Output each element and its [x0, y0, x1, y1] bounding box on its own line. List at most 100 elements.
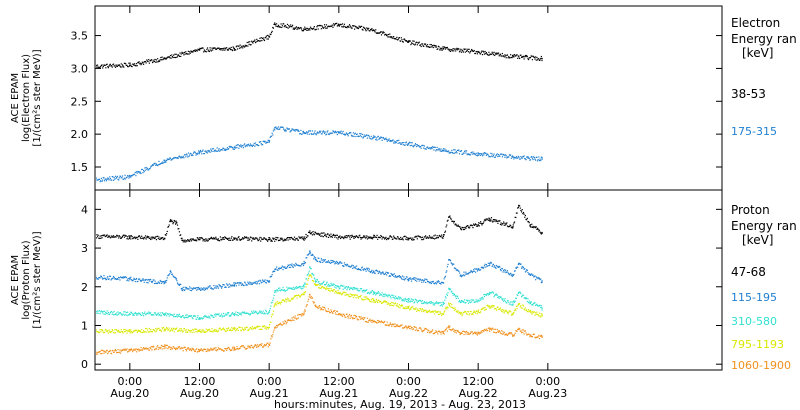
- data-point: [521, 295, 523, 297]
- data-point: [403, 38, 406, 40]
- data-point: [215, 287, 218, 289]
- data-point: [257, 39, 259, 42]
- data-point: [228, 48, 230, 50]
- data-point: [349, 293, 351, 295]
- data-point: [492, 263, 495, 265]
- data-point: [387, 36, 389, 38]
- data-point: [160, 162, 162, 165]
- data-point: [334, 309, 336, 312]
- data-point: [363, 299, 365, 301]
- data-point: [373, 136, 376, 138]
- data-point: [510, 226, 512, 228]
- data-point: [111, 235, 113, 237]
- data-point: [229, 348, 231, 350]
- data-point: [350, 265, 353, 267]
- data-point: [109, 235, 111, 237]
- data-point: [491, 220, 493, 222]
- data-point: [366, 269, 369, 271]
- data-point: [535, 304, 537, 306]
- data-point: [336, 285, 338, 287]
- data-point: [391, 323, 393, 325]
- data-point: [396, 298, 399, 300]
- data-point: [233, 49, 236, 51]
- data-point: [269, 136, 271, 138]
- data-point: [229, 286, 231, 288]
- data-point: [538, 304, 541, 307]
- data-point: [356, 294, 358, 296]
- data-point: [138, 330, 140, 332]
- data-point: [370, 270, 372, 273]
- data-point: [512, 313, 514, 315]
- data-point: [163, 347, 165, 350]
- data-point: [144, 331, 146, 333]
- data-point: [173, 56, 175, 59]
- data-point: [317, 281, 319, 283]
- data-point: [411, 300, 413, 303]
- data-point: [297, 264, 299, 266]
- data-point: [96, 330, 99, 333]
- data-point: [185, 240, 188, 242]
- data-point: [416, 280, 418, 282]
- data-point: [437, 237, 439, 239]
- data-point: [450, 262, 452, 264]
- data-point: [488, 217, 490, 219]
- data-point: [320, 261, 322, 264]
- data-point: [98, 310, 100, 312]
- data-point: [252, 346, 254, 349]
- data-point: [146, 279, 149, 281]
- data-point: [171, 56, 173, 58]
- data-point: [481, 298, 483, 300]
- data-point: [451, 292, 454, 294]
- data-point: [402, 327, 404, 329]
- data-point: [217, 313, 219, 316]
- data-point: [272, 334, 274, 336]
- data-point: [296, 318, 298, 320]
- data-point: [277, 290, 279, 292]
- data-point: [522, 156, 524, 158]
- data-point: [386, 35, 388, 37]
- data-point: [117, 278, 119, 280]
- data-point: [332, 284, 334, 287]
- data-point: [279, 267, 281, 269]
- data-point: [131, 175, 133, 177]
- data-point: [455, 224, 457, 226]
- data-point: [373, 300, 376, 302]
- data-point: [300, 315, 303, 317]
- data-point: [211, 349, 213, 351]
- data-point: [459, 226, 461, 228]
- data-point: [295, 238, 298, 240]
- data-point: [541, 281, 543, 283]
- data-point: [357, 27, 360, 30]
- data-point: [464, 228, 466, 231]
- data-point: [117, 349, 119, 351]
- legend-title-line: [keV]: [742, 233, 773, 247]
- data-point: [370, 237, 372, 240]
- data-point: [528, 222, 530, 224]
- data-point: [450, 218, 452, 220]
- data-point: [478, 309, 480, 311]
- data-point: [99, 313, 101, 315]
- data-point: [325, 235, 327, 237]
- data-point: [380, 320, 383, 322]
- data-point: [428, 330, 430, 332]
- data-point: [389, 323, 391, 325]
- data-point: [505, 57, 507, 59]
- data-point: [450, 49, 452, 51]
- data-point: [535, 313, 537, 315]
- data-point: [191, 331, 193, 334]
- data-point: [473, 270, 475, 272]
- data-point: [416, 300, 418, 302]
- data-point: [186, 53, 188, 55]
- data-point: [432, 311, 434, 313]
- data-point: [157, 312, 159, 314]
- data-point: [235, 46, 237, 48]
- data-point: [287, 288, 289, 290]
- data-point: [380, 321, 382, 323]
- data-point: [520, 54, 522, 56]
- data-point: [148, 311, 150, 313]
- data-point: [237, 282, 239, 284]
- data-point: [274, 268, 276, 270]
- data-point: [423, 147, 425, 149]
- data-point: [361, 318, 363, 320]
- data-point: [172, 346, 174, 348]
